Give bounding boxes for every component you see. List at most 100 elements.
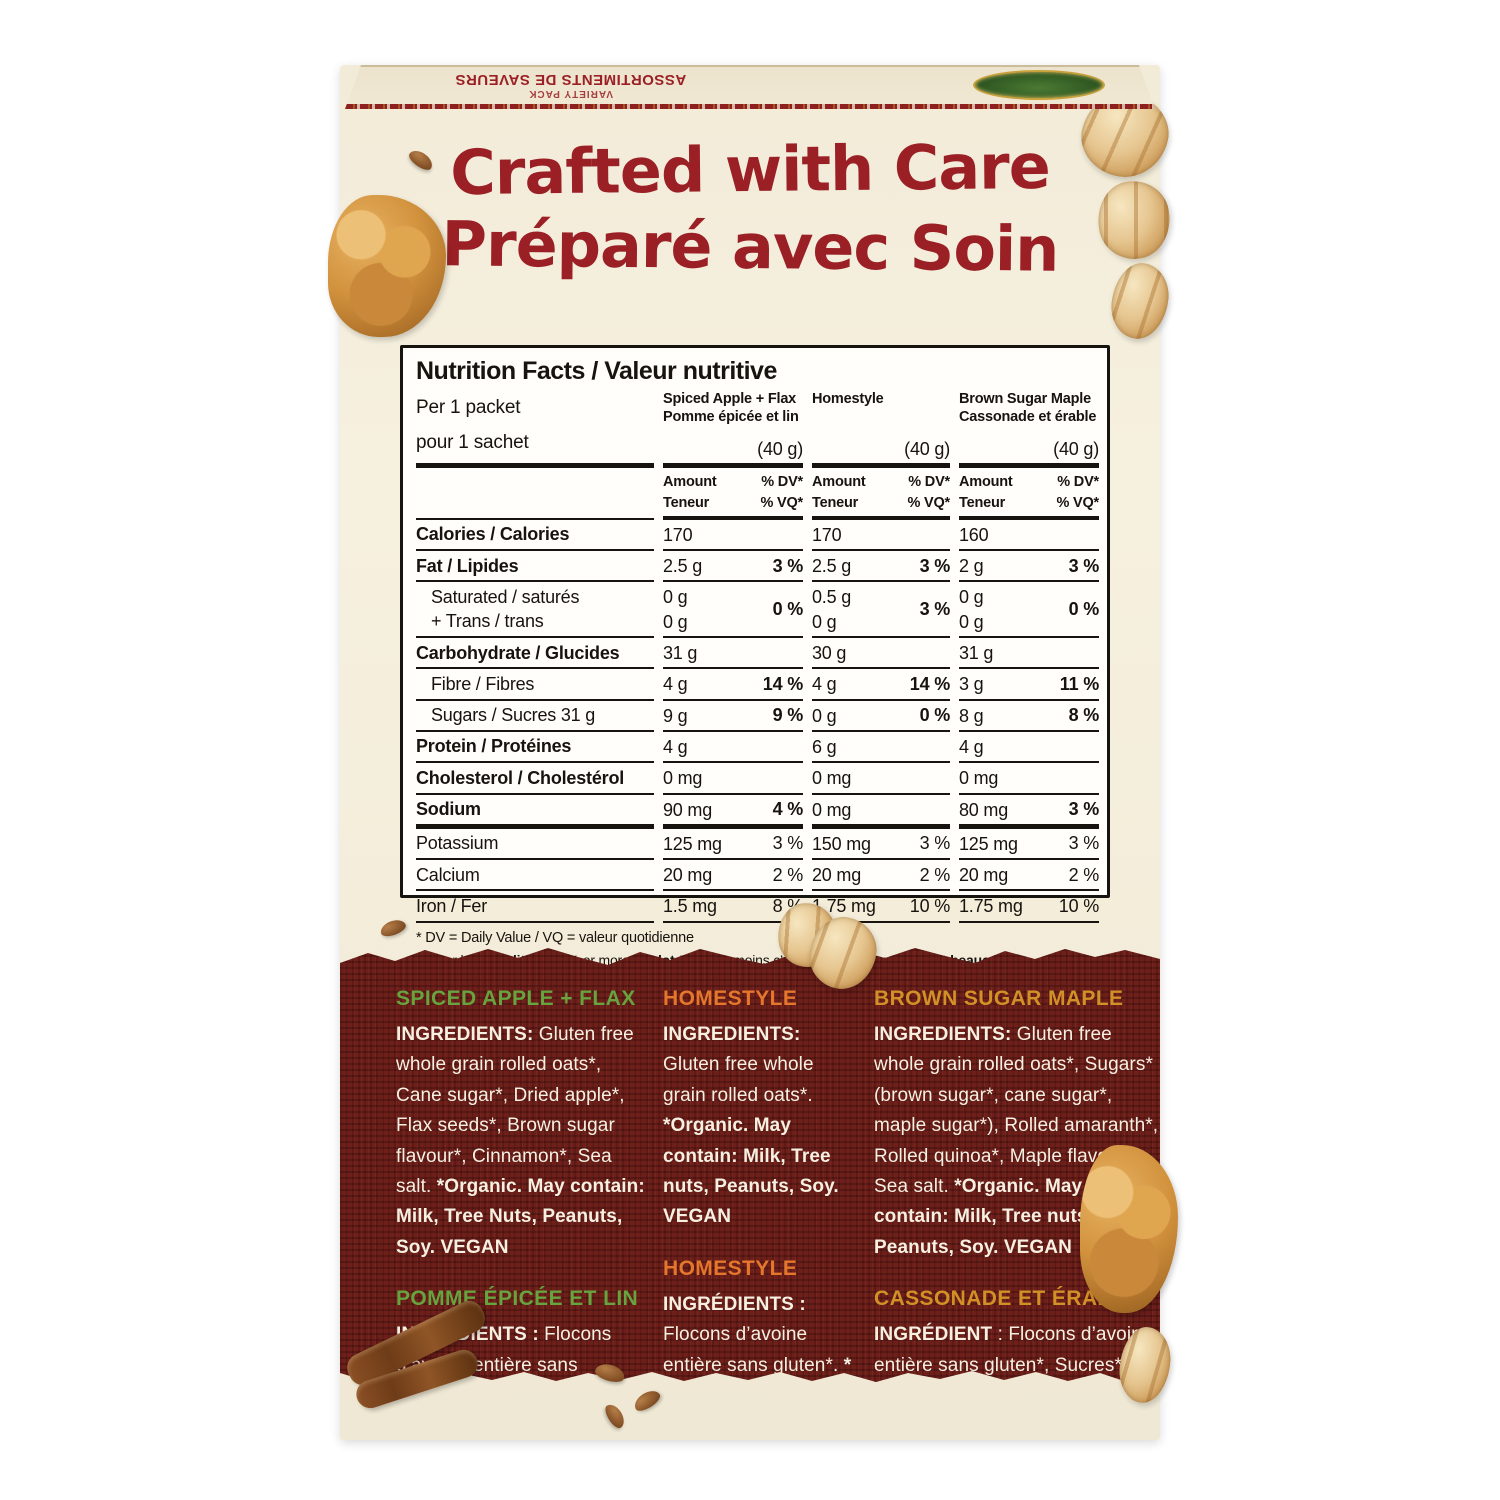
amount-dv-header-row: Amount Teneur % DV* % VQ* Amount Teneur % D… bbox=[416, 468, 1099, 520]
nutrient-label: Carbohydrate / Glucides bbox=[416, 638, 654, 670]
ingredients-column-homestyle: HOMESTYLE INGREDIENTS: Gluten free whole… bbox=[663, 987, 859, 1498]
crafted-with-care-title: Crafted with Care Préparé avec Soin bbox=[340, 130, 1160, 286]
flap-upside-down-print: VARIETY PACK ASSORTIMENTS DE SAVEURS bbox=[395, 70, 1105, 100]
amount-header-spacer bbox=[416, 468, 654, 520]
nutrition-row: Cholesterol / Cholestérol 0 mg 0 mg 0 mg bbox=[416, 763, 1099, 795]
nutrient-value-brown-sugar-maple: 80 mg 3 % bbox=[959, 795, 1099, 829]
ingredients-paragraph-fr: INGRÉDIENT : Flocons d’avoine entière sa… bbox=[874, 1324, 1159, 1498]
column-header-brown-sugar-maple: Brown Sugar Maple Cassonade et érable (4… bbox=[959, 390, 1099, 469]
nutrient-label: Calcium bbox=[416, 860, 654, 892]
nutrient-value-brown-sugar-maple: 31 g bbox=[959, 638, 1099, 670]
nutrient-value-homestyle: 20 mg 2 % bbox=[812, 860, 950, 892]
title-line-english: Crafted with Care bbox=[449, 129, 1051, 210]
column-serving-weight: (40 g) bbox=[1053, 439, 1099, 460]
nutrient-value-brown-sugar-maple: 20 mg 2 % bbox=[959, 860, 1099, 892]
nutrition-row: Carbohydrate / Glucides 31 g 30 g 31 g bbox=[416, 638, 1099, 670]
flavour-heading-en: SPICED APPLE + FLAX bbox=[396, 987, 636, 1010]
nutrition-row: Calcium 20 mg 2 % 20 mg 2 % 20 mg 2 % bbox=[416, 860, 1099, 892]
vq-label: % VQ* bbox=[907, 494, 950, 511]
nutrition-facts-title: Nutrition Facts / Valeur nutritive bbox=[416, 357, 777, 385]
nutrient-value-brown-sugar-maple: 125 mg 3 % bbox=[959, 829, 1099, 861]
serving-size-en: Per 1 packet bbox=[416, 397, 521, 418]
nutrient-label: Fat / Lipides bbox=[416, 551, 654, 583]
amount-dv-header-col1: Amount Teneur % DV* % VQ* bbox=[663, 468, 803, 520]
nutrient-value-homestyle: 0 mg bbox=[812, 763, 950, 795]
amount-label: Amount bbox=[959, 474, 1013, 491]
brown-sugar-decoration bbox=[328, 195, 446, 337]
nutrition-rows: Calories / Calories 170 170 160 Fat / Li… bbox=[416, 520, 1099, 923]
nutrient-label: Iron / Fer bbox=[416, 891, 654, 923]
nutrient-label: Saturated / saturés + Trans / trans bbox=[416, 582, 654, 639]
nutrient-value-spiced-apple-flax: 20 mg 2 % bbox=[663, 860, 803, 892]
dv-label: % DV* bbox=[761, 474, 803, 491]
nutrient-label: Fibre / Fibres bbox=[416, 669, 654, 701]
column-serving-weight: (40 g) bbox=[904, 439, 950, 460]
nutrient-value-brown-sugar-maple: 1.75 mg 10 % bbox=[959, 891, 1099, 923]
dv-label: % DV* bbox=[1057, 474, 1099, 491]
nutrient-value-homestyle: 4 g 14 % bbox=[812, 669, 950, 701]
vq-label: % VQ* bbox=[1056, 494, 1099, 511]
column-header-homestyle: Homestyle (40 g) bbox=[812, 390, 950, 469]
nutrient-value-spiced-apple-flax: 125 mg 3 % bbox=[663, 829, 803, 861]
flavour-heading-en: BROWN SUGAR MAPLE bbox=[874, 987, 1124, 1010]
nutrient-label: Sodium bbox=[416, 795, 654, 829]
nutrient-label: Sugars / Sucres 31 g bbox=[416, 701, 654, 732]
flax-seed-decoration bbox=[631, 1386, 663, 1415]
column-serving-weight: (40 g) bbox=[757, 439, 803, 460]
flax-seed-decoration bbox=[378, 916, 408, 940]
serving-size-fr: pour 1 sachet bbox=[416, 432, 529, 454]
nutrition-row: Sodium 90 mg 4 % 0 mg 80 mg 3 % bbox=[416, 795, 1099, 829]
title-line-french: Préparé avec Soin bbox=[441, 207, 1059, 286]
flap-stitch-line bbox=[345, 104, 1155, 109]
nutrition-row: Potassium 125 mg 3 % 150 mg 3 % 125 mg 3 % bbox=[416, 829, 1099, 861]
ingredients-paragraph-fr: INGRÉDIENTS : Flocons d’avoine entière s… bbox=[663, 1293, 852, 1498]
amount-label: Amount bbox=[812, 474, 866, 491]
nutrition-facts-panel: Nutrition Facts / Valeur nutritive Per 1… bbox=[400, 345, 1110, 968]
nutrition-column-headers: Per 1 packet pour 1 sachet Spiced Apple … bbox=[416, 390, 1099, 469]
nutrient-value-brown-sugar-maple: 3 g 11 % bbox=[959, 669, 1099, 701]
column-header-spiced-apple-flax: Spiced Apple + Flax Pomme épicée et lin … bbox=[663, 390, 803, 469]
nutrient-value-spiced-apple-flax: 170 bbox=[663, 520, 803, 552]
dv-label: % DV* bbox=[908, 474, 950, 491]
ingredients-paragraph-en: INGREDIENTS: Gluten free whole grain rol… bbox=[663, 1024, 839, 1228]
flap-variety-pack-label: VARIETY PACK bbox=[528, 88, 614, 100]
nutrition-row: Iron / Fer 1.5 mg 8 % 1.75 mg 10 % 1.75 mg… bbox=[416, 891, 1099, 923]
nutrient-value-spiced-apple-flax: 4 g 14 % bbox=[663, 669, 803, 701]
box-top-flap: VARIETY PACK ASSORTIMENTS DE SAVEURS bbox=[345, 65, 1155, 109]
nutrient-value-spiced-apple-flax: 90 mg 4 % bbox=[663, 795, 803, 829]
nutrient-label: Potassium bbox=[416, 829, 654, 861]
nutrient-value-spiced-apple-flax: 31 g bbox=[663, 638, 803, 670]
nutrient-label: Protein / Protéines bbox=[416, 732, 654, 764]
flavour-heading-fr: CASSONADE ET ÉRABLE bbox=[874, 1287, 1141, 1311]
nutrient-value-homestyle: 0 mg bbox=[812, 795, 950, 829]
ingredients-columns: SPICED APPLE + FLAX INGREDIENTS: Gluten … bbox=[340, 948, 1160, 1498]
flap-assortiments-label: ASSORTIMENTS DE SAVEURS bbox=[455, 70, 687, 88]
nutrient-value-spiced-apple-flax: 0 mg bbox=[663, 763, 803, 795]
flavour-heading-fr: POMME ÉPICÉE ET LIN bbox=[396, 1287, 639, 1311]
flax-seed-decoration bbox=[602, 1401, 628, 1431]
column-name-en: Homestyle bbox=[812, 391, 884, 407]
flavour-heading-fr: HOMESTYLE bbox=[663, 1256, 798, 1280]
vq-label: % VQ* bbox=[760, 494, 803, 511]
serving-size-label: Per 1 packet pour 1 sachet bbox=[416, 390, 654, 469]
flavour-heading-en: HOMESTYLE bbox=[663, 987, 798, 1010]
nutrient-value-brown-sugar-maple: 160 bbox=[959, 520, 1099, 552]
nutrition-row: Protein / Protéines 4 g 6 g 4 g bbox=[416, 732, 1099, 764]
ingredients-column-brown-sugar-maple: BROWN SUGAR MAPLE INGREDIENTS: Gluten fr… bbox=[874, 987, 1160, 1498]
nutrient-value-homestyle: 150 mg 3 % bbox=[812, 829, 950, 861]
nutrient-value-spiced-apple-flax: 4 g bbox=[663, 732, 803, 764]
nutrition-row: Fibre / Fibres 4 g 14 % 4 g 14 % 3 g 11 % bbox=[416, 669, 1099, 701]
teneur-label: Teneur bbox=[959, 494, 1006, 511]
